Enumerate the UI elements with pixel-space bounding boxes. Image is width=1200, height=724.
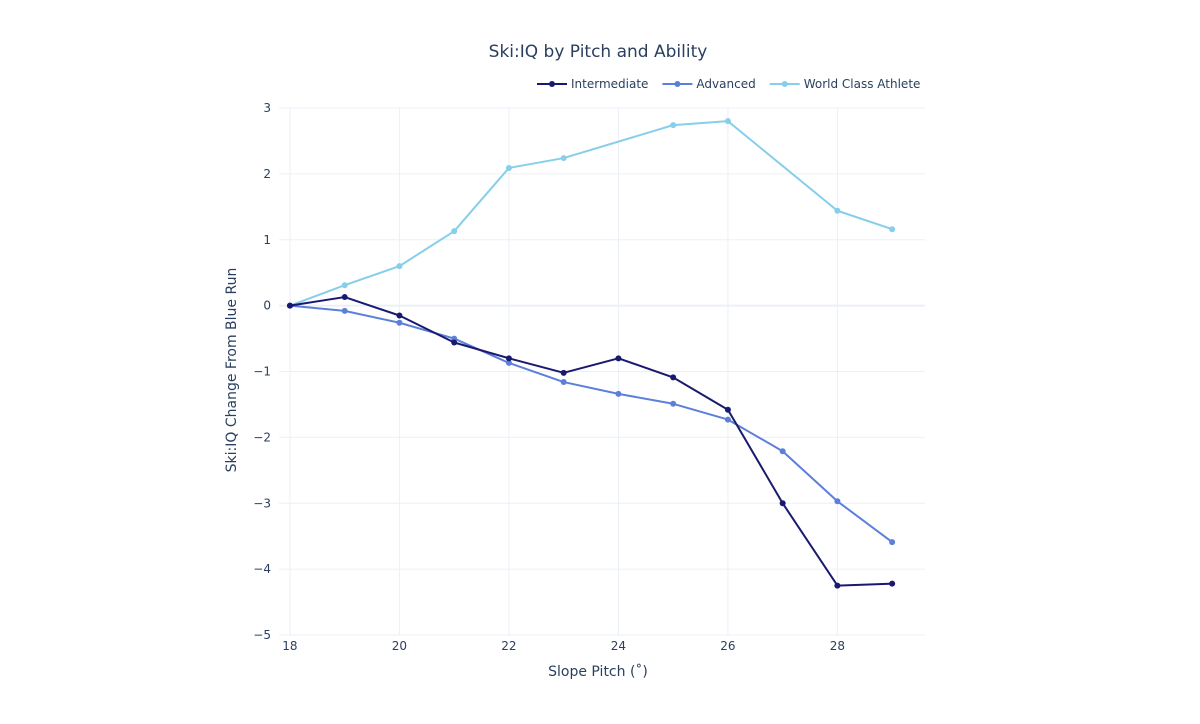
data-point-advanced: [505, 359, 512, 366]
series-world-class-athlete: [286, 118, 896, 309]
data-point-world-class-athlete: [834, 207, 841, 214]
y-tick-label: 3: [263, 101, 271, 115]
y-tick-label: −5: [253, 628, 271, 642]
data-point-advanced: [779, 448, 786, 455]
data-point-intermediate: [889, 580, 896, 587]
legend-swatch-marker: [674, 81, 681, 87]
x-tick-label: 28: [830, 639, 845, 653]
x-tick-label: 22: [501, 639, 516, 653]
data-point-world-class-athlete: [396, 263, 403, 270]
data-point-intermediate: [451, 339, 458, 346]
data-point-advanced: [560, 379, 567, 386]
legend-swatch-marker: [781, 81, 788, 87]
x-axis-title: Slope Pitch (˚): [548, 663, 648, 680]
data-point-world-class-athlete: [560, 155, 567, 162]
data-point-intermediate: [286, 302, 293, 309]
x-tick-label: 26: [720, 639, 735, 653]
legend-item-advanced[interactable]: Advanced: [662, 77, 756, 91]
data-point-advanced: [834, 498, 841, 505]
series-intermediate: [286, 294, 896, 589]
data-point-intermediate: [505, 355, 512, 362]
data-point-intermediate: [670, 374, 677, 381]
series-line-world-class-athlete: [289, 120, 893, 307]
data-point-world-class-athlete: [505, 164, 512, 171]
data-point-advanced: [341, 307, 348, 314]
y-tick-label: −3: [253, 496, 271, 510]
chart-title: Ski:IQ by Pitch and Ability: [489, 42, 708, 62]
y-tick-label: 0: [263, 299, 271, 313]
data-point-intermediate: [396, 312, 403, 319]
x-tick-label: 20: [392, 639, 407, 653]
data-point-intermediate: [834, 582, 841, 589]
data-point-advanced: [396, 319, 403, 326]
x-tick-label: 18: [282, 639, 297, 653]
legend-item-intermediate[interactable]: Intermediate: [537, 77, 648, 91]
legend-label: World Class Athlete: [804, 77, 921, 91]
series-line-advanced: [289, 304, 893, 543]
data-point-world-class-athlete: [724, 118, 731, 125]
data-point-intermediate: [341, 294, 348, 301]
legend-item-world-class-athlete[interactable]: World Class Athlete: [769, 77, 921, 91]
data-point-advanced: [615, 390, 622, 397]
data-point-advanced: [889, 539, 896, 546]
data-point-world-class-athlete: [670, 122, 677, 129]
y-axis-title: Ski:IQ Change From Blue Run: [224, 268, 240, 473]
legend[interactable]: Intermediate Advanced World Class Athlete: [537, 77, 920, 91]
data-point-advanced: [670, 400, 677, 407]
legend-swatch-marker: [549, 81, 555, 87]
series-advanced: [286, 302, 896, 546]
tick-layer: 18 20 22 24 26 28 3 2 1 0 −1 −2 −3 −4 −5: [253, 101, 845, 653]
data-point-world-class-athlete: [451, 228, 458, 235]
series-layer: [286, 118, 896, 589]
data-point-intermediate: [724, 406, 731, 413]
y-tick-label: 1: [263, 233, 271, 247]
y-tick-label: −1: [253, 365, 271, 379]
data-point-advanced: [724, 416, 731, 423]
data-point-intermediate: [560, 369, 567, 376]
y-tick-label: −2: [253, 430, 271, 444]
data-point-intermediate: [779, 500, 786, 507]
y-tick-label: 2: [263, 167, 271, 181]
legend-label: Advanced: [696, 77, 755, 91]
x-tick-label: 24: [611, 639, 626, 653]
data-point-world-class-athlete: [889, 226, 896, 233]
grid-layer: [279, 107, 925, 636]
y-tick-label: −4: [253, 562, 271, 576]
data-point-intermediate: [615, 355, 622, 362]
data-point-world-class-athlete: [341, 282, 348, 289]
series-line-intermediate: [289, 296, 893, 587]
legend-label: Intermediate: [571, 77, 648, 91]
